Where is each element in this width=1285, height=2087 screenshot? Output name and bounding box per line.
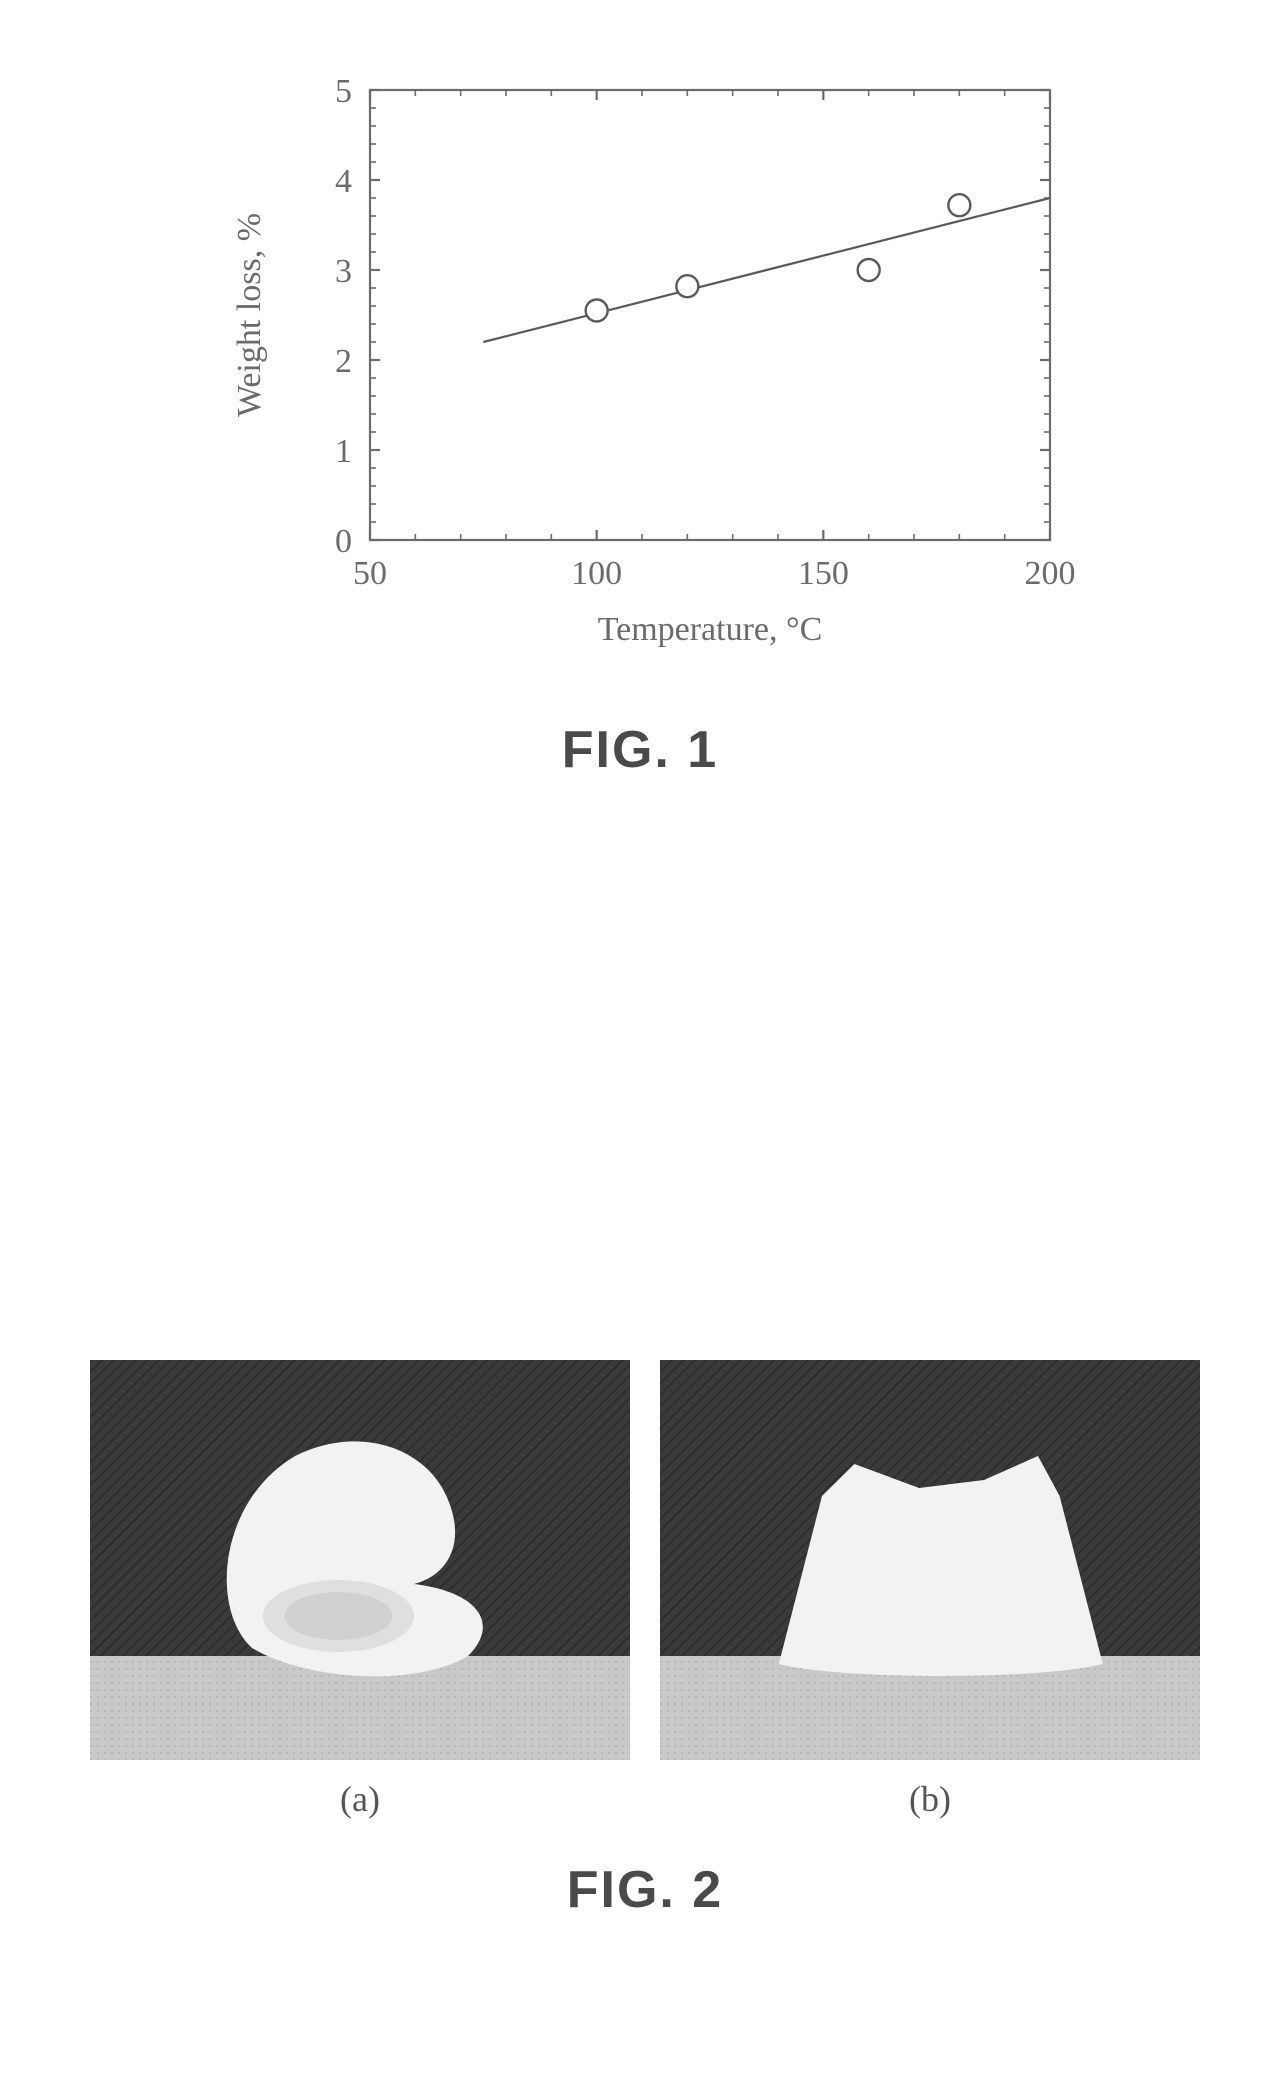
figure-1: 50 100 150 200 0 1 2 3 4 5 Temperature, °C Weight l… xyxy=(190,60,1090,780)
panel-a-label: (a) xyxy=(90,1778,630,1820)
panel-b-label: (b) xyxy=(660,1778,1200,1820)
svg-text:Temperature, °C: Temperature, °C xyxy=(598,611,823,648)
svg-text:100: 100 xyxy=(571,555,622,592)
page: 50 100 150 200 0 1 2 3 4 5 Temperature, °C Weight l… xyxy=(0,0,1285,2087)
svg-text:4: 4 xyxy=(335,163,352,200)
photo-b-image xyxy=(660,1360,1200,1760)
svg-text:3: 3 xyxy=(335,253,352,290)
svg-text:50: 50 xyxy=(353,555,387,592)
figure-2-caption: FIG. 2 xyxy=(70,1860,1220,1920)
figure-1-caption: FIG. 1 xyxy=(190,720,1090,780)
svg-text:1: 1 xyxy=(335,433,352,470)
panel-b: (b) xyxy=(660,1360,1200,1820)
panel-a: (a) xyxy=(90,1360,630,1820)
svg-text:0: 0 xyxy=(335,523,352,560)
weight-loss-chart: 50 100 150 200 0 1 2 3 4 5 Temperature, °C Weight l… xyxy=(190,60,1090,680)
svg-text:150: 150 xyxy=(798,555,849,592)
photo-a-image xyxy=(90,1360,630,1760)
svg-text:200: 200 xyxy=(1025,555,1076,592)
figure-2: (a) (b) FIG. 2 xyxy=(70,1360,1220,1920)
photo-row: (a) (b) xyxy=(70,1360,1220,1820)
svg-text:Weight loss, %: Weight loss, % xyxy=(231,213,268,417)
svg-text:2: 2 xyxy=(335,343,352,380)
svg-text:5: 5 xyxy=(335,73,352,110)
